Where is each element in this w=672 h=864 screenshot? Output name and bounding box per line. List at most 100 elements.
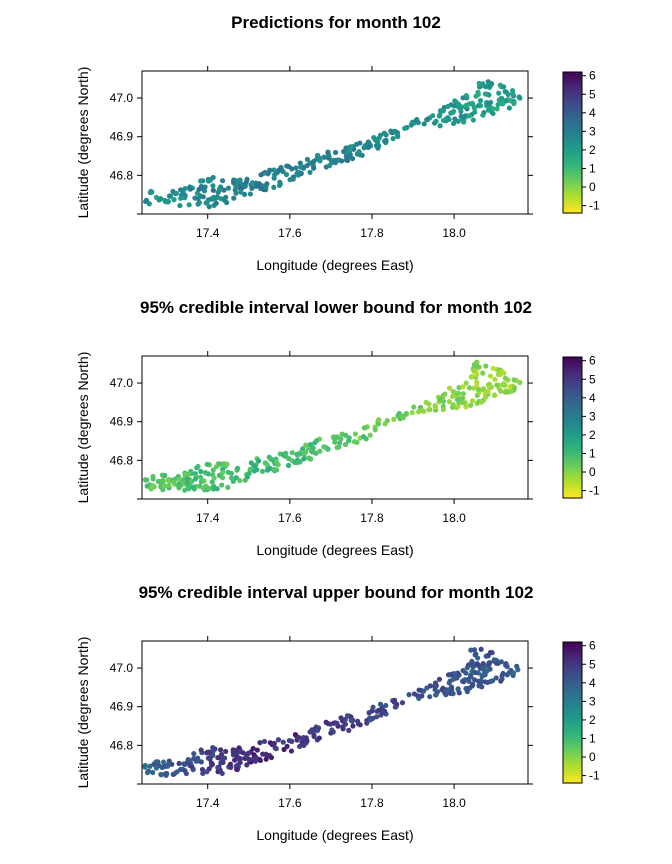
data-point bbox=[477, 98, 484, 104]
data-point bbox=[171, 479, 177, 486]
data-point bbox=[249, 185, 255, 191]
data-point bbox=[334, 444, 340, 451]
data-point bbox=[367, 432, 373, 438]
data-point bbox=[329, 727, 335, 733]
data-point bbox=[271, 167, 277, 173]
x-axis-label: Longitude (degrees East) bbox=[256, 257, 413, 273]
data-point bbox=[492, 376, 498, 382]
data-point bbox=[370, 704, 376, 710]
data-point bbox=[463, 102, 470, 108]
data-point bbox=[391, 697, 398, 703]
colorbar-tick-label: 2 bbox=[589, 713, 596, 727]
data-point bbox=[346, 435, 352, 441]
data-point bbox=[150, 476, 156, 482]
data-point bbox=[494, 106, 500, 112]
colorbar-tick-label: 4 bbox=[589, 391, 596, 405]
data-point bbox=[233, 183, 239, 189]
data-point bbox=[469, 398, 476, 404]
data-point bbox=[480, 660, 486, 667]
data-point bbox=[445, 687, 452, 693]
data-point bbox=[452, 98, 458, 104]
y-tick-label: 46.9 bbox=[110, 130, 134, 144]
data-point bbox=[313, 727, 320, 734]
data-point bbox=[257, 757, 263, 764]
data-point bbox=[366, 710, 372, 716]
data-point bbox=[478, 399, 485, 405]
data-point bbox=[199, 766, 206, 773]
data-point bbox=[275, 462, 281, 468]
data-point bbox=[304, 738, 310, 744]
y-tick-label: 47.0 bbox=[110, 91, 134, 105]
data-point bbox=[256, 181, 262, 187]
data-point bbox=[187, 757, 193, 764]
data-point bbox=[214, 463, 220, 470]
x-tick-label: 17.8 bbox=[360, 226, 384, 240]
data-point bbox=[437, 123, 443, 129]
data-point bbox=[231, 195, 237, 201]
data-point bbox=[485, 101, 491, 107]
data-point bbox=[495, 660, 501, 666]
y-tick-label: 46.9 bbox=[110, 700, 134, 714]
data-point bbox=[303, 449, 309, 455]
data-point bbox=[503, 89, 509, 95]
data-point bbox=[157, 196, 164, 202]
data-point bbox=[205, 177, 212, 183]
data-point bbox=[184, 480, 190, 486]
data-point bbox=[155, 478, 161, 485]
data-point bbox=[456, 385, 462, 391]
data-point bbox=[475, 386, 482, 393]
data-point bbox=[499, 95, 505, 102]
data-point bbox=[200, 485, 206, 491]
x-tick-label: 17.6 bbox=[278, 226, 302, 240]
data-point bbox=[182, 487, 188, 493]
data-point bbox=[338, 715, 344, 721]
data-point bbox=[474, 379, 480, 385]
y-tick-label: 46.8 bbox=[110, 453, 134, 467]
data-point bbox=[309, 727, 315, 734]
data-point bbox=[494, 382, 500, 388]
data-point bbox=[367, 717, 374, 723]
data-point bbox=[400, 415, 406, 421]
data-point bbox=[450, 120, 457, 127]
data-point bbox=[277, 179, 283, 185]
colorbar-tick-label: 6 bbox=[589, 354, 596, 368]
data-point bbox=[271, 184, 277, 191]
data-point bbox=[182, 185, 188, 192]
data-point bbox=[242, 477, 248, 483]
data-point bbox=[346, 149, 353, 155]
data-point bbox=[485, 652, 491, 658]
data-point bbox=[495, 102, 501, 108]
data-point bbox=[354, 151, 360, 157]
data-point bbox=[225, 484, 231, 490]
data-point bbox=[215, 755, 221, 761]
x-axis-label: Longitude (degrees East) bbox=[256, 827, 413, 843]
data-point bbox=[462, 677, 468, 683]
data-point bbox=[352, 431, 359, 437]
data-point bbox=[218, 747, 224, 753]
data-point bbox=[416, 695, 422, 701]
data-point bbox=[456, 690, 462, 696]
data-point bbox=[486, 661, 492, 667]
data-point bbox=[275, 737, 282, 743]
data-point bbox=[501, 381, 507, 387]
data-point bbox=[250, 745, 256, 752]
data-point bbox=[348, 717, 354, 724]
data-point bbox=[402, 125, 408, 131]
data-point bbox=[327, 721, 333, 727]
plot-frame bbox=[141, 70, 529, 215]
data-point bbox=[350, 723, 356, 729]
data-point bbox=[189, 764, 195, 770]
data-point bbox=[491, 657, 497, 663]
data-point bbox=[214, 486, 220, 492]
data-point bbox=[232, 757, 238, 763]
data-point bbox=[221, 187, 227, 193]
data-point bbox=[391, 416, 397, 422]
x-tick-label: 18.0 bbox=[442, 796, 466, 810]
data-point bbox=[450, 402, 456, 408]
data-point bbox=[332, 149, 339, 156]
data-point bbox=[321, 444, 327, 450]
data-point bbox=[496, 371, 502, 377]
data-point bbox=[311, 732, 317, 738]
data-point bbox=[342, 432, 349, 438]
data-point bbox=[464, 687, 471, 693]
